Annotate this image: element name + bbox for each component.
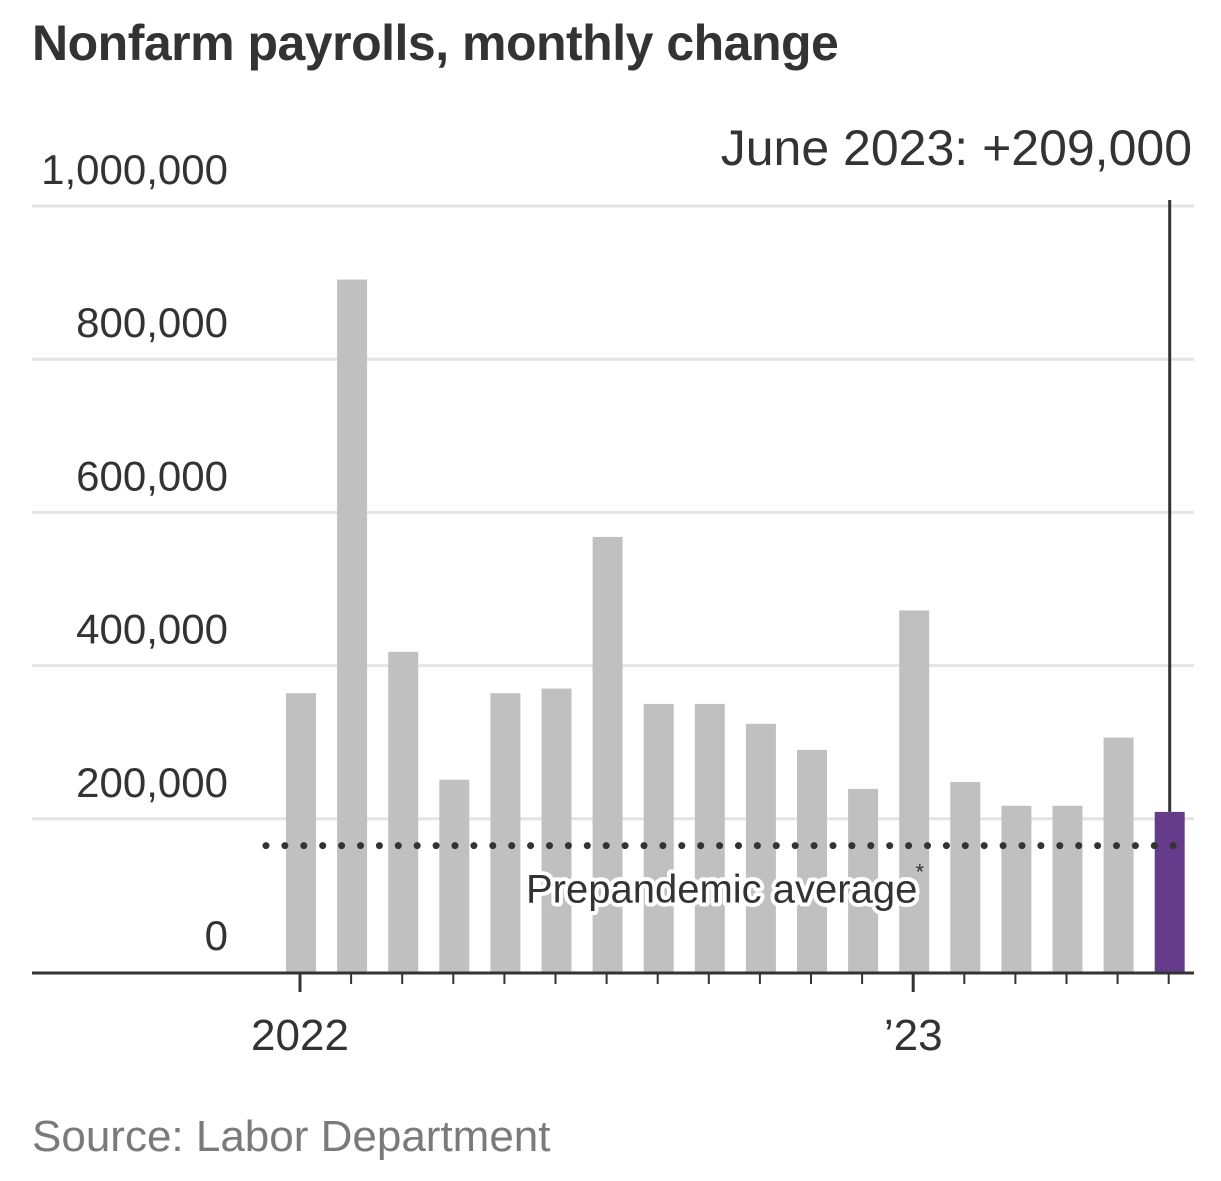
bar (388, 651, 419, 972)
bar (848, 788, 879, 972)
bar (439, 779, 470, 972)
y-tick-label: 400,000 (76, 606, 228, 653)
y-tick-label: 600,000 (76, 452, 228, 499)
bar (899, 610, 930, 972)
callout-label: June 2023: +209,000 (721, 120, 1192, 176)
x-tick-label: ’23 (884, 1011, 943, 1060)
bar-highlight (1154, 811, 1185, 972)
bar (797, 749, 827, 972)
bar (694, 703, 725, 972)
bar (286, 693, 316, 972)
bar (1103, 737, 1134, 972)
reference-line-marker: * (916, 860, 925, 885)
y-tick-label: 0 (205, 912, 228, 959)
x-tick-label: 2022 (251, 1011, 349, 1060)
bar (541, 688, 572, 972)
y-tick-label: 200,000 (76, 759, 228, 806)
chart-title: Nonfarm payrolls, monthly change (32, 15, 839, 71)
bar (337, 279, 368, 972)
y-tick-label: 1,000,000 (41, 146, 228, 193)
bar (490, 693, 521, 972)
bar (643, 703, 674, 972)
source-note: Source: Labor Department (32, 1112, 551, 1161)
y-tick-label: 800,000 (76, 299, 228, 346)
bar (1001, 805, 1032, 972)
bar (1052, 805, 1083, 972)
reference-line-label: Prepandemic average (526, 868, 917, 912)
bar (592, 536, 623, 972)
bar (950, 782, 981, 972)
bar (745, 723, 776, 972)
